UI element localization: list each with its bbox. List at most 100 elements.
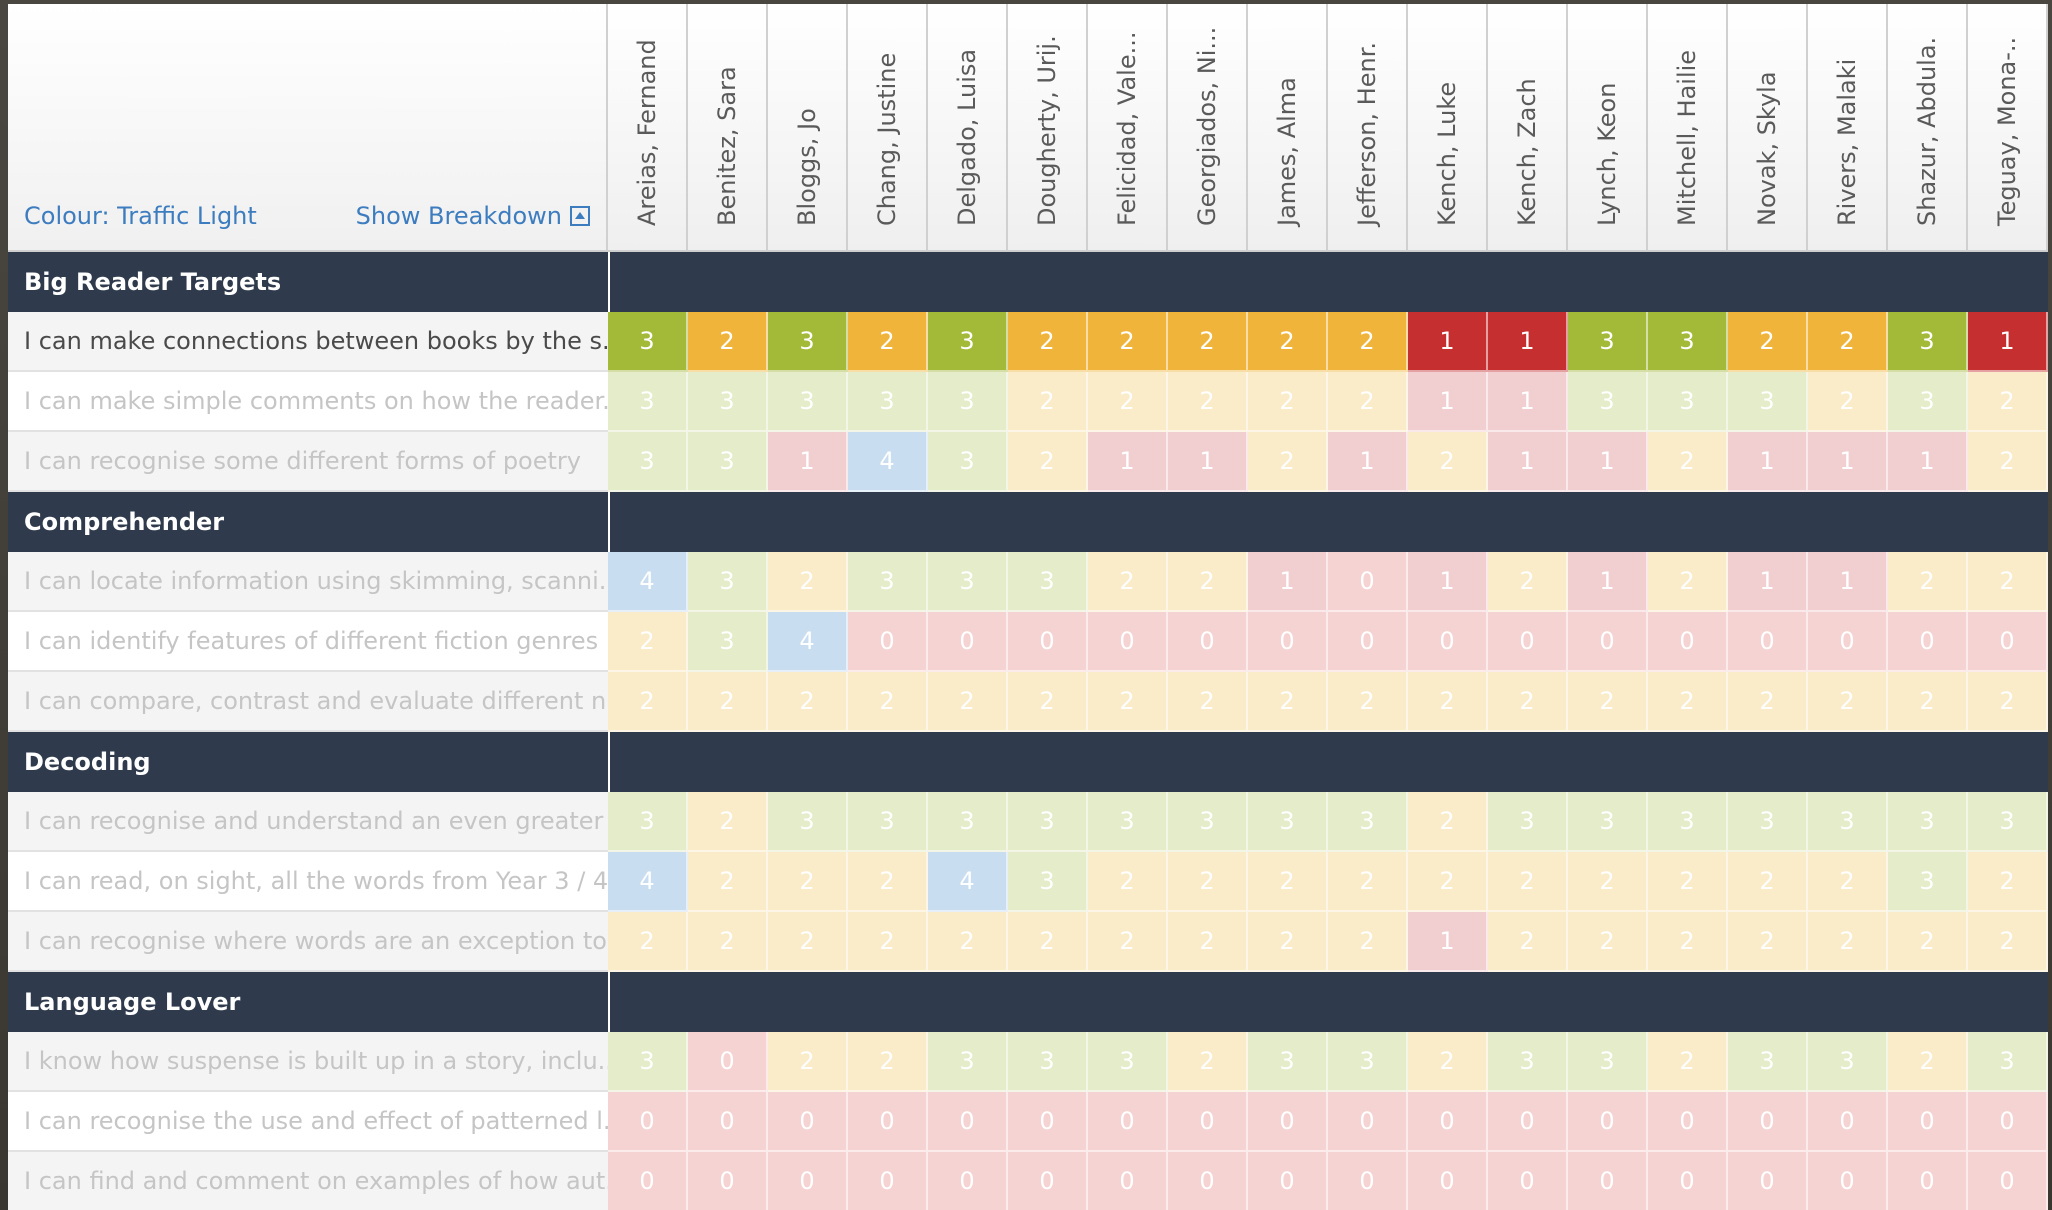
score-cell[interactable]: 2 [1168,312,1248,372]
score-cell[interactable]: 3 [1328,1032,1408,1092]
objective-label[interactable]: I can make connections between books by … [8,312,608,372]
score-cell[interactable]: 1 [1968,312,2048,372]
score-cell[interactable]: 2 [1568,912,1648,972]
score-cell[interactable]: 2 [928,912,1008,972]
score-cell[interactable]: 3 [1648,312,1728,372]
score-cell[interactable]: 2 [1088,852,1168,912]
score-cell[interactable]: 2 [1808,312,1888,372]
score-cell[interactable]: 0 [1008,612,1088,672]
student-header[interactable]: Novak, Skyla [1728,4,1808,252]
score-cell[interactable]: 0 [1008,1152,1088,1210]
score-cell[interactable]: 3 [928,312,1008,372]
student-header[interactable]: Chang, Justine [848,4,928,252]
score-cell[interactable]: 0 [768,1092,848,1152]
score-cell[interactable]: 2 [1728,912,1808,972]
student-header[interactable]: Kench, Zach [1488,4,1568,252]
score-cell[interactable]: 2 [1008,432,1088,492]
score-cell[interactable]: 3 [1888,852,1968,912]
score-cell[interactable]: 3 [608,1032,688,1092]
score-cell[interactable]: 0 [688,1032,768,1092]
score-cell[interactable]: 2 [1728,852,1808,912]
score-cell[interactable]: 1 [1728,432,1808,492]
score-cell[interactable]: 2 [1728,672,1808,732]
score-cell[interactable]: 3 [608,372,688,432]
score-cell[interactable]: 4 [768,612,848,672]
score-cell[interactable]: 2 [1328,852,1408,912]
student-header[interactable]: Teguay, Mona-.. [1968,4,2048,252]
score-cell[interactable]: 2 [1488,672,1568,732]
score-cell[interactable]: 3 [1008,552,1088,612]
score-cell[interactable]: 0 [1248,612,1328,672]
score-cell[interactable]: 2 [1648,432,1728,492]
score-cell[interactable]: 0 [1328,612,1408,672]
score-cell[interactable]: 0 [1728,1152,1808,1210]
score-cell[interactable]: 2 [1168,372,1248,432]
score-cell[interactable]: 3 [768,792,848,852]
score-cell[interactable]: 1 [1488,432,1568,492]
score-cell[interactable]: 2 [1248,672,1328,732]
score-cell[interactable]: 3 [928,372,1008,432]
score-cell[interactable]: 1 [1248,552,1328,612]
score-cell[interactable]: 2 [1648,552,1728,612]
score-cell[interactable]: 3 [1568,792,1648,852]
score-cell[interactable]: 2 [1168,552,1248,612]
score-cell[interactable]: 2 [688,852,768,912]
score-cell[interactable]: 2 [1088,912,1168,972]
student-header[interactable]: Areias, Fernand [608,4,688,252]
score-cell[interactable]: 0 [1968,1092,2048,1152]
score-cell[interactable]: 2 [688,672,768,732]
score-cell[interactable]: 4 [608,552,688,612]
score-cell[interactable]: 2 [1248,852,1328,912]
score-cell[interactable]: 0 [1088,1092,1168,1152]
score-cell[interactable]: 2 [1408,792,1488,852]
score-cell[interactable]: 0 [1888,1092,1968,1152]
objective-label[interactable]: I know how suspense is built up in a sto… [8,1032,608,1092]
score-cell[interactable]: 0 [608,1152,688,1210]
student-header[interactable]: Bloggs, Jo [768,4,848,252]
objective-label[interactable]: I can recognise the use and effect of pa… [8,1092,608,1152]
score-cell[interactable]: 2 [1248,912,1328,972]
score-cell[interactable]: 2 [1408,1032,1488,1092]
score-cell[interactable]: 2 [1888,552,1968,612]
score-cell[interactable]: 3 [848,372,928,432]
score-cell[interactable]: 3 [1248,792,1328,852]
score-cell[interactable]: 2 [768,912,848,972]
score-cell[interactable]: 2 [1888,1032,1968,1092]
score-cell[interactable]: 0 [1328,1092,1408,1152]
score-cell[interactable]: 0 [1168,612,1248,672]
score-cell[interactable]: 2 [1648,672,1728,732]
student-header[interactable]: James, Alma [1248,4,1328,252]
score-cell[interactable]: 2 [1808,672,1888,732]
score-cell[interactable]: 0 [1088,1152,1168,1210]
score-cell[interactable]: 2 [608,672,688,732]
score-cell[interactable]: 3 [1648,792,1728,852]
score-cell[interactable]: 0 [848,1092,928,1152]
objective-label[interactable]: I can identify features of different fic… [8,612,608,672]
score-cell[interactable]: 0 [688,1152,768,1210]
score-cell[interactable]: 3 [1728,792,1808,852]
score-cell[interactable]: 1 [1408,912,1488,972]
student-header[interactable]: Lynch, Keon [1568,4,1648,252]
objective-label[interactable]: I can recognise some different forms of … [8,432,608,492]
score-cell[interactable]: 2 [1648,852,1728,912]
score-cell[interactable]: 1 [1328,432,1408,492]
objective-label[interactable]: I can recognise and understand an even g… [8,792,608,852]
score-cell[interactable]: 3 [768,372,848,432]
score-cell[interactable]: 0 [1088,612,1168,672]
score-cell[interactable]: 2 [1088,672,1168,732]
colour-scheme-selector[interactable]: Colour: Traffic Light [24,202,257,230]
score-cell[interactable]: 0 [1248,1092,1328,1152]
score-cell[interactable]: 3 [1568,372,1648,432]
score-cell[interactable]: 3 [928,552,1008,612]
score-cell[interactable]: 2 [1008,312,1088,372]
score-cell[interactable]: 0 [1408,1092,1488,1152]
score-cell[interactable]: 0 [848,612,928,672]
score-cell[interactable]: 2 [1088,372,1168,432]
score-cell[interactable]: 4 [928,852,1008,912]
score-cell[interactable]: 0 [1408,1152,1488,1210]
score-cell[interactable]: 3 [848,792,928,852]
student-header[interactable]: Georgiados, Ni... [1168,4,1248,252]
score-cell[interactable]: 0 [1648,1152,1728,1210]
score-cell[interactable]: 2 [1488,552,1568,612]
score-cell[interactable]: 3 [1488,792,1568,852]
